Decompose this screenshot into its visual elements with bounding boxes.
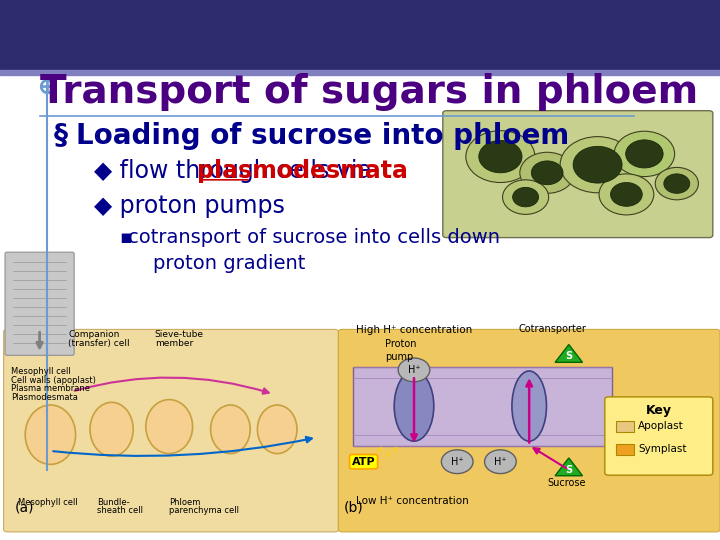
Text: ATP: ATP	[352, 457, 375, 467]
Bar	[0, 70, 720, 75]
Text: (b): (b)	[344, 500, 364, 514]
Ellipse shape	[25, 405, 76, 464]
Ellipse shape	[512, 371, 546, 441]
Text: cotransport of sucrose into cells down
    proton gradient: cotransport of sucrose into cells down p…	[128, 228, 500, 273]
Circle shape	[664, 174, 690, 193]
Text: Plasma membrane: Plasma membrane	[11, 384, 90, 394]
Bar	[616, 444, 634, 455]
Circle shape	[513, 187, 539, 207]
Circle shape	[441, 450, 473, 474]
Text: Cell walls (apoplast): Cell walls (apoplast)	[11, 376, 96, 385]
Ellipse shape	[145, 400, 193, 454]
Text: Companion: Companion	[68, 330, 120, 340]
Bar	[0, 0, 720, 70]
Text: H⁺: H⁺	[494, 457, 507, 467]
Text: ▪: ▪	[119, 228, 132, 247]
Circle shape	[466, 131, 535, 183]
Text: Sucrose: Sucrose	[547, 478, 585, 488]
Circle shape	[520, 152, 575, 193]
Text: sheath cell: sheath cell	[97, 506, 143, 515]
Circle shape	[599, 174, 654, 215]
Text: H⁺: H⁺	[451, 457, 464, 467]
Text: Mesophyll cell: Mesophyll cell	[11, 367, 71, 376]
Text: Sieve-tube: Sieve-tube	[155, 330, 204, 340]
Circle shape	[560, 137, 635, 193]
Text: Apoplast: Apoplast	[638, 421, 684, 431]
Text: ⚡: ⚡	[383, 451, 390, 461]
Circle shape	[573, 146, 622, 183]
FancyBboxPatch shape	[4, 329, 338, 532]
Circle shape	[485, 450, 516, 474]
Text: S: S	[565, 465, 572, 475]
Circle shape	[531, 161, 563, 185]
Circle shape	[479, 140, 522, 173]
Text: Proton
pump: Proton pump	[385, 339, 417, 361]
Text: (a): (a)	[14, 500, 34, 514]
Text: Key: Key	[646, 404, 672, 417]
Circle shape	[614, 131, 675, 177]
Text: ◆ flow through cells via: ◆ flow through cells via	[94, 159, 379, 183]
Bar	[616, 421, 634, 432]
Bar	[353, 367, 612, 446]
Text: Plasmodesmata: Plasmodesmata	[11, 393, 78, 402]
Text: Loading of sucrose into phloem: Loading of sucrose into phloem	[76, 122, 569, 150]
Text: Low H⁺ concentration: Low H⁺ concentration	[356, 496, 469, 506]
Text: S: S	[565, 352, 572, 361]
Circle shape	[503, 180, 549, 214]
Text: Bundle-: Bundle-	[97, 498, 130, 507]
Text: ⚡: ⚡	[390, 446, 397, 456]
FancyBboxPatch shape	[443, 111, 713, 238]
Text: ◆ proton pumps: ◆ proton pumps	[94, 194, 284, 218]
FancyBboxPatch shape	[338, 329, 720, 532]
Text: Phloem: Phloem	[169, 498, 201, 507]
Text: (transfer) cell: (transfer) cell	[68, 339, 130, 348]
Ellipse shape	[210, 405, 251, 454]
Text: Mesophyll cell: Mesophyll cell	[18, 498, 78, 507]
Text: Transport of sugars in phloem: Transport of sugars in phloem	[40, 73, 698, 111]
Text: H⁺: H⁺	[408, 365, 420, 375]
Circle shape	[611, 183, 642, 206]
Ellipse shape	[90, 402, 133, 456]
Text: parenchyma cell: parenchyma cell	[169, 506, 239, 515]
FancyBboxPatch shape	[5, 252, 74, 355]
Text: §: §	[54, 122, 68, 150]
Ellipse shape	[394, 371, 433, 441]
Text: ⚡: ⚡	[376, 446, 383, 456]
Ellipse shape	[258, 405, 297, 454]
Circle shape	[626, 140, 663, 168]
Text: plasmodesmata: plasmodesmata	[197, 159, 408, 183]
Text: member: member	[155, 339, 193, 348]
Text: Symplast: Symplast	[638, 444, 686, 454]
Circle shape	[655, 167, 698, 200]
Text: High H⁺ concentration: High H⁺ concentration	[356, 325, 472, 335]
Circle shape	[398, 358, 430, 382]
FancyBboxPatch shape	[605, 397, 713, 475]
Text: Cotransporter: Cotransporter	[518, 324, 586, 334]
